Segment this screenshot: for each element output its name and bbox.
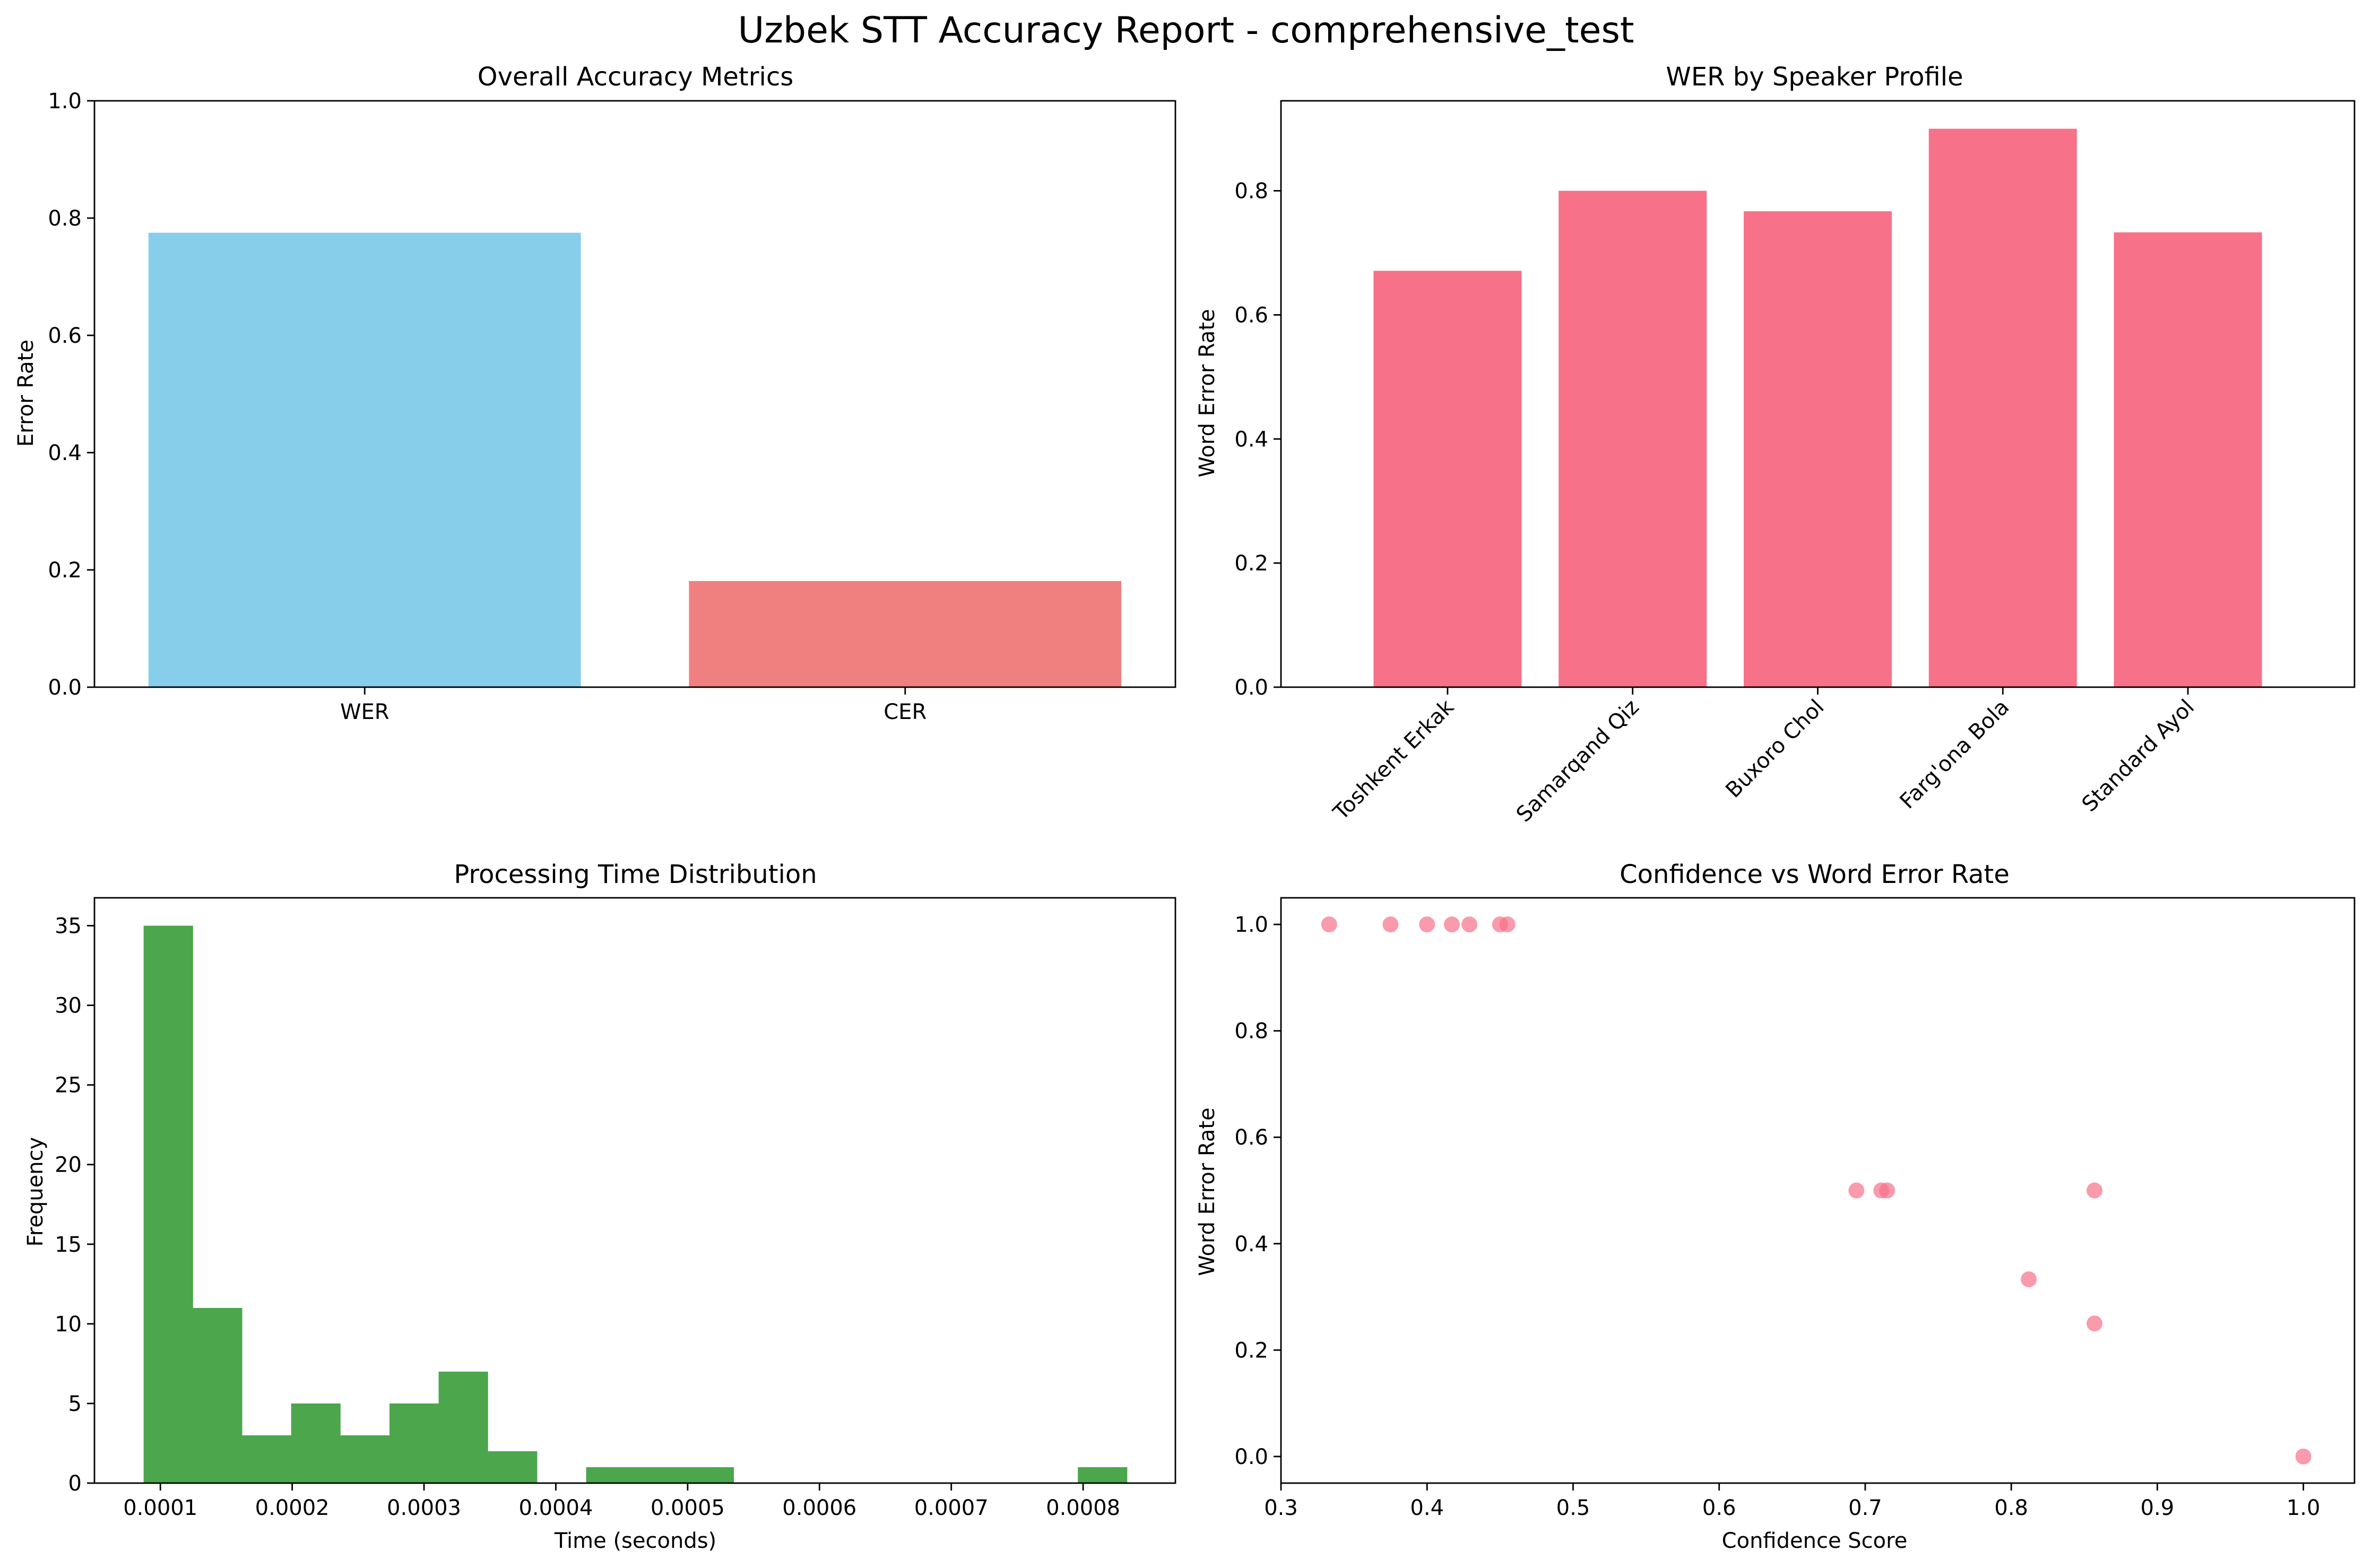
scatter-point [1321,916,1337,933]
y-tick-label: 0.4 [48,441,82,465]
panel-title: Confidence vs Word Error Rate [1620,860,2010,889]
y-tick-label: 0.8 [1234,1019,1268,1044]
bar-speaker [1743,211,1892,687]
y-tick-label: 0.6 [1234,1125,1268,1150]
histogram-bar [1078,1467,1128,1483]
y-tick-label: 0.0 [48,675,82,700]
x-tick-label: 0.5 [1556,1496,1590,1520]
axes-frame [1280,897,2356,1484]
histogram-bar [340,1435,390,1483]
histogram-bar [193,1307,243,1483]
x-tick-label: 0.4 [1410,1496,1444,1520]
bar-cer [689,581,1122,687]
x-tick-label: 0.0002 [255,1496,330,1520]
plot-area: 0.0 0.2 0.4 0.6 0.8 1.0 0.3 0.4 0.5 0.6 0.7 0.8 0.9 1… [1234,897,2356,1520]
x-tick-label: 0.0006 [782,1496,856,1520]
x-tick-label: 0.8 [1994,1496,2028,1520]
scatter-point [2087,1315,2103,1332]
histogram-bar [241,1435,292,1483]
axes-frame [93,897,1176,1484]
scatter-point [1848,1182,1865,1199]
bar-speaker [1559,190,1707,687]
bar-speaker [1928,128,2077,688]
y-tick-label: 20 [55,1153,82,1177]
y-tick-label: 5 [68,1392,82,1416]
panel-title: Processing Time Distribution [454,860,817,889]
x-tick-label: 0.0001 [123,1496,197,1520]
y-tick-label: 15 [55,1233,82,1257]
histogram-bar [389,1403,439,1483]
x-tick-label: CER [884,700,927,724]
y-tick-label: 0 [68,1471,82,1496]
y-tick-label: 0.2 [1234,1338,1268,1363]
y-tick-label: 0.6 [1234,303,1268,327]
bar-speaker [2114,232,2262,687]
x-tick-label: 1.0 [2287,1496,2321,1520]
plot-area: 0 5 10 15 20 25 30 35 0.0001 0.0002 0.0003 0.0004 0.… [55,897,1176,1520]
scatter-point [1382,916,1399,933]
y-axis-label: Error Rate [14,340,38,447]
y-tick-label: 0.8 [1234,179,1268,204]
x-axis-label: Time (seconds) [554,1529,716,1553]
x-tick-label: 0.0004 [518,1496,593,1520]
y-tick-label: 0.0 [1234,675,1268,700]
x-tick-label: WER [340,700,389,724]
y-tick-label: 25 [55,1073,82,1098]
panel-title: WER by Speaker Profile [1666,62,1963,92]
y-tick-label: 0.8 [48,206,82,231]
x-tick-label: 0.9 [2141,1496,2175,1520]
y-axis-label: Frequency [23,1137,48,1247]
panel-title: Overall Accuracy Metrics [478,62,793,92]
scatter-point [1499,916,1516,933]
y-tick-label: 30 [55,994,82,1018]
y-tick-label: 35 [55,914,82,939]
panel-overall-accuracy: Overall Accuracy Metrics WER CER 0.0 0.2 0.4… [14,62,1176,724]
scatter-point [1444,916,1460,933]
panel-confidence-vs-wer: Confidence vs Word Error Rate 0.00.20.40… [1195,860,2356,1553]
y-tick-label: 0.0 [1234,1445,1268,1469]
bar-wer [148,232,581,687]
histogram-bar [438,1371,488,1483]
figure-suptitle: Uzbek STT Accuracy Report - comprehensiv… [738,10,1634,51]
y-tick-label: 0.2 [1234,551,1268,576]
x-axis-label: Confidence Score [1722,1529,1908,1553]
y-axis-label: Word Error Rate [1195,309,1219,477]
scatter-point [1879,1182,1895,1199]
y-tick-label: 1.0 [48,89,82,114]
histogram-bar [143,925,193,1483]
x-tick-label: 0.0007 [914,1496,989,1520]
y-tick-label: 10 [55,1312,82,1337]
y-tick-label: 0.4 [1234,1232,1268,1257]
histogram-bar [635,1467,685,1483]
histogram-bar [291,1403,341,1483]
x-tick-label: 0.3 [1264,1496,1298,1520]
y-tick-label: 1.0 [1234,913,1268,937]
x-tick-label: 0.0003 [387,1496,461,1520]
scatter-point [2295,1448,2312,1465]
scatter-point [1461,916,1478,933]
x-tick-label: 0.6 [1702,1496,1736,1520]
x-tick-label: 0.0005 [651,1496,725,1520]
y-tick-label: 0.4 [1234,427,1268,452]
y-tick-label: 0.2 [48,558,82,583]
scatter-point [2087,1182,2103,1199]
histogram-bar [586,1467,636,1483]
scatter-point [2021,1271,2037,1287]
x-tick-label: 0.7 [1848,1496,1882,1520]
scatter-point [1419,916,1435,933]
x-tick-label: 0.0008 [1046,1496,1120,1520]
y-tick-label: 0.6 [48,324,82,348]
axes-frame [1280,100,2356,688]
axes-frame [93,100,1176,688]
histogram-bar [488,1451,538,1483]
histogram-bar [684,1467,734,1483]
bar-speaker [1373,271,1522,687]
plot-area: WER CER 0.0 0.2 0.4 0.6 0.8 1.0 [48,89,1176,724]
y-axis-label: Word Error Rate [1195,1107,1219,1276]
panel-processing-time: Processing Time Distribution 0 5 10 15 20 25 3… [23,860,1176,1553]
